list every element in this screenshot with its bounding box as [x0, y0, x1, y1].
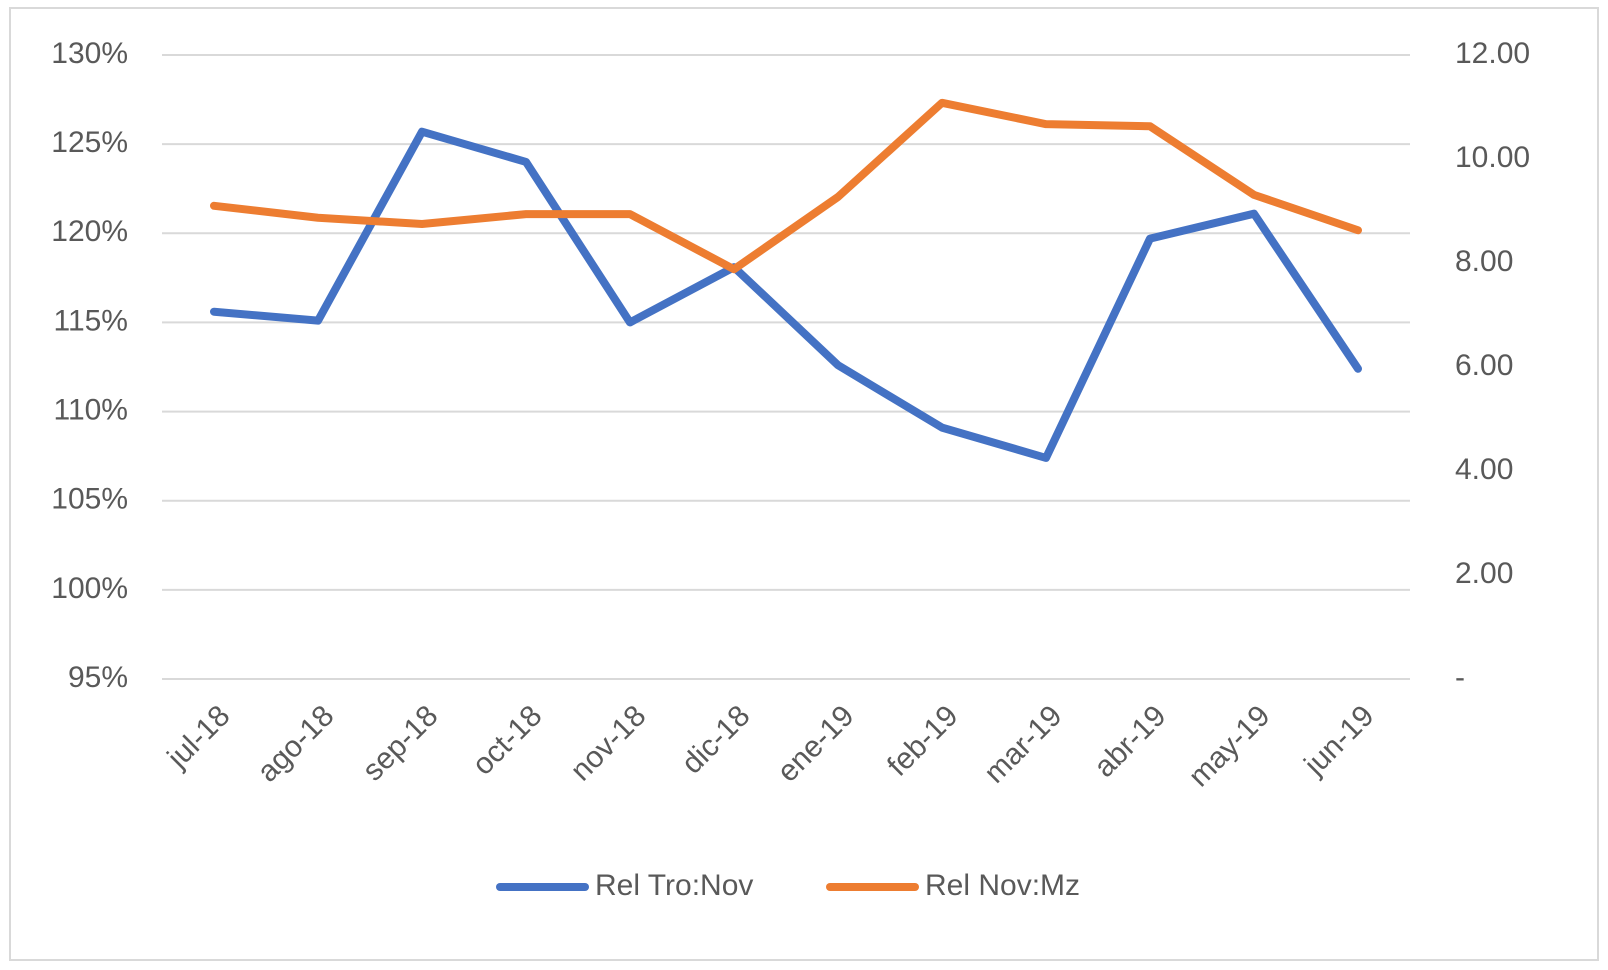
line-series [210, 98, 1362, 274]
y2-tick-label: 4.00 [1455, 453, 1513, 486]
x-tick-label: may-19 [1182, 699, 1276, 793]
x-tick-label: ene-19 [771, 699, 860, 788]
legend-label: Rel Nov:Mz [925, 869, 1080, 902]
y-tick-label: 125% [51, 126, 128, 159]
x-tick-label: feb-19 [881, 699, 964, 782]
y-tick-label: 130% [51, 37, 128, 70]
y2-tick-label: 8.00 [1455, 245, 1513, 278]
line-series [210, 127, 1362, 462]
y2-tick-label: 10.00 [1455, 141, 1530, 174]
x-tick-label: jun-19 [1298, 699, 1381, 782]
x-tick-label: nov-18 [564, 699, 652, 787]
y2-tick-label: 6.00 [1455, 349, 1513, 382]
x-tick-label: dic-18 [675, 699, 756, 780]
y-tick-label: 110% [53, 393, 128, 426]
y-tick-label: 95% [68, 661, 128, 694]
x-tick-label: jul-18 [161, 699, 237, 775]
x-tick-label: mar-19 [978, 699, 1069, 790]
x-tick-label: abr-19 [1088, 699, 1173, 784]
x-tick-label: oct-18 [466, 699, 548, 781]
y2-tick-label: - [1455, 661, 1465, 694]
x-tick-label: ago-18 [251, 699, 340, 788]
legend-label: Rel Tro:Nov [595, 869, 753, 902]
x-tick-label: sep-18 [356, 699, 444, 787]
y-tick-label: 120% [51, 215, 128, 248]
y2-tick-label: 2.00 [1455, 557, 1513, 590]
y-tick-label: 105% [51, 483, 128, 516]
y-tick-label: 100% [51, 572, 128, 605]
y2-tick-label: 12.00 [1455, 37, 1530, 70]
chart-border [9, 7, 1599, 961]
y-tick-label: 115% [53, 304, 128, 337]
